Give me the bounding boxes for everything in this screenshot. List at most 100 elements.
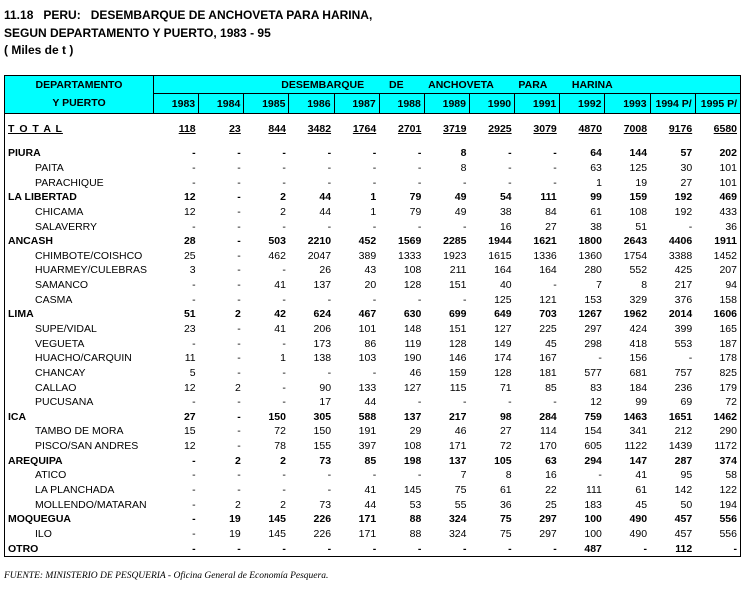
cell: 100: [584, 513, 602, 526]
cell: -: [192, 513, 196, 526]
cell: 556: [719, 513, 737, 526]
cell: 125: [629, 161, 648, 174]
cell: 1: [280, 352, 286, 365]
table-row: PUCUSANA - - - 17 44 - - - - 12 99 69 72: [5, 395, 741, 410]
cell: 151: [448, 279, 467, 292]
header-label: Y PUERTO: [4, 93, 154, 114]
cell: 85: [545, 381, 557, 394]
cell: 15: [183, 425, 196, 438]
cell: 1463: [623, 410, 648, 423]
cell: 1: [370, 205, 377, 218]
cell: 63: [545, 454, 557, 467]
header-label: DEPARTAMENTO: [4, 75, 154, 94]
cell: -: [417, 542, 422, 555]
row-label: ANCASH: [8, 235, 53, 248]
cell: 164: [539, 264, 557, 277]
cell: 187: [719, 337, 737, 350]
cell: 1606: [713, 308, 737, 321]
cell: -: [192, 396, 196, 409]
cell: 433: [719, 205, 737, 218]
cell: 1621: [533, 235, 557, 248]
row-label: OTRO: [8, 542, 39, 555]
cell: 22: [545, 484, 557, 497]
cell: 389: [358, 249, 377, 262]
cell: -: [327, 542, 332, 555]
cell: 226: [313, 527, 332, 540]
footer: FUENTE: MINISTERIO DE PESQUERIA - Oficin…: [4, 571, 329, 581]
cell: -: [327, 147, 332, 160]
cell: 225: [539, 323, 557, 335]
cell: 125: [494, 293, 512, 306]
cell: -: [237, 161, 241, 174]
cell: 294: [584, 454, 602, 467]
cell: 148: [403, 323, 422, 335]
cell: 75: [454, 484, 467, 497]
cell: 42: [274, 308, 286, 321]
table-row: CHANCAY 5 - - - - 46 159 128 181 577 681 757 825: [5, 366, 741, 381]
cell: 287: [674, 454, 693, 467]
cell: 144: [629, 147, 648, 160]
cell: 171: [448, 440, 467, 453]
cell: -: [462, 293, 467, 306]
cell: -: [733, 542, 738, 555]
cell: 146: [448, 352, 467, 365]
cell: -: [372, 161, 377, 174]
table-row: HUACHO/CARQUIN 11 - 1 138 103 190 146 174 167 - 156…: [5, 351, 741, 366]
cell: 23: [183, 323, 196, 335]
cell: 108: [629, 205, 648, 218]
cell: 681: [629, 366, 648, 379]
cell: 3: [189, 264, 196, 277]
cell: 53: [409, 498, 422, 511]
cell: -: [282, 381, 286, 394]
cell: 137: [313, 279, 332, 292]
row-label: LA PLANCHADA: [35, 484, 115, 497]
cell: 50: [680, 498, 693, 511]
cell: -: [553, 542, 557, 555]
cell: -: [282, 293, 286, 306]
cell: 159: [448, 366, 467, 379]
cell: 38: [499, 205, 512, 218]
cell: -: [237, 264, 241, 277]
cell: 79: [409, 205, 422, 218]
cell: -: [237, 542, 241, 555]
row-label: ICA: [8, 410, 27, 423]
cell: 75: [499, 513, 512, 526]
row-label: HUARMEY/CULEBRAS: [35, 264, 148, 277]
cell: 40: [499, 279, 512, 292]
cell: -: [192, 337, 196, 350]
cell: 128: [403, 279, 422, 292]
cell: -: [327, 161, 332, 174]
cell: -: [282, 264, 286, 277]
cell: 1336: [533, 249, 557, 262]
cell: 757: [674, 366, 693, 379]
cell: 206: [313, 323, 332, 335]
cell: 49: [454, 191, 467, 204]
cell: 156: [629, 352, 648, 365]
cell: 605: [584, 440, 602, 453]
cell: -: [237, 469, 241, 482]
cell: -: [462, 176, 467, 189]
year-header: 1984: [198, 93, 245, 114]
cell: 490: [629, 527, 648, 540]
cell: 154: [584, 425, 602, 438]
cell: 4406: [668, 235, 693, 248]
cell: -: [508, 396, 512, 409]
cell: 38: [590, 220, 602, 233]
cell: -: [237, 147, 241, 160]
cell: 3482: [307, 123, 332, 135]
cell: 503: [268, 235, 286, 248]
cell: 71: [499, 381, 512, 394]
cell: 159: [629, 191, 648, 204]
table-row: SUPE/VIDAL 23 - 41 206 101 148 151 127 225 297 424 3…: [5, 322, 741, 337]
cell: -: [282, 220, 286, 233]
cell: 57: [680, 147, 693, 160]
cell: 19: [635, 176, 648, 189]
row-label: CASMA: [35, 293, 73, 306]
cell: 699: [448, 308, 467, 321]
cell: 147: [629, 454, 648, 467]
cell: 17: [319, 396, 332, 409]
cell: 41: [635, 469, 648, 482]
cell: -: [417, 161, 422, 174]
cell: -: [417, 147, 422, 160]
